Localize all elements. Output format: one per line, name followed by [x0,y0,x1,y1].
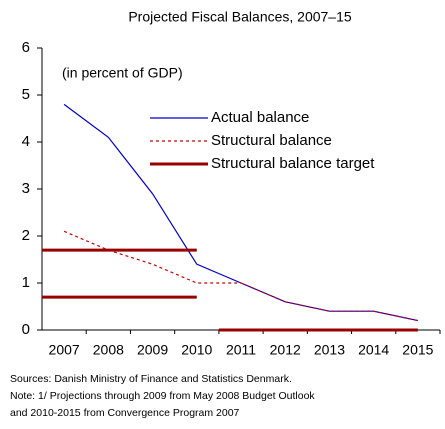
y-tick-label: 6 [22,39,30,56]
legend-label: Actual balance [211,109,309,126]
legend-label: Structural balance target [211,155,375,172]
legend-label: Structural balance [211,132,332,149]
y-tick-label: 1 [22,274,30,291]
x-tick-label: 2011 [226,342,256,358]
x-tick-label: 2008 [93,342,124,358]
y-tick-label: 2 [22,227,30,244]
x-tick-label: 2014 [358,342,389,358]
x-tick-label: 2013 [314,342,345,358]
annotation: (in percent of GDP) [62,65,183,81]
y-tick-label: 4 [22,133,30,150]
x-tick-label: 2012 [270,342,301,358]
x-tick-label: 2007 [49,342,80,358]
note: Note: 1/ Projections through 2009 from M… [10,390,315,402]
x-tick-label: 2015 [402,342,433,358]
note: Sources: Danish Ministry of Finance and … [10,373,292,385]
y-tick-label: 5 [22,86,30,103]
y-tick-label: 0 [22,321,30,338]
note: and 2010-2015 from Convergence Program 2… [10,407,240,419]
data-line [63,230,419,322]
x-tick-label: 2009 [137,342,168,358]
x-tick-label: 2010 [181,342,212,358]
chart-title: Projected Fiscal Balances, 2007–15 [128,9,352,25]
y-tick-label: 3 [22,180,30,197]
